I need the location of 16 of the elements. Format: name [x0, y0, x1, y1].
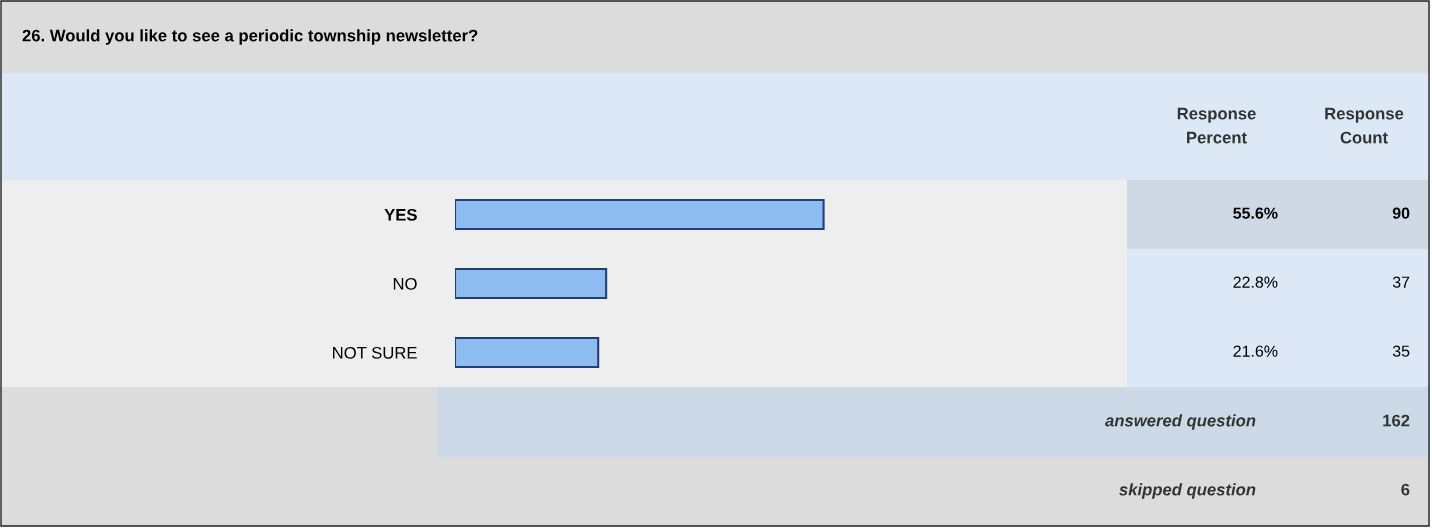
- data-label: 22.8%: [1233, 276, 1278, 288]
- text: Response Percent: [1177, 107, 1256, 144]
- data-label: 21.6%: [1233, 345, 1278, 357]
- text: 37: [1392, 276, 1410, 288]
- text: skipped question: [1119, 483, 1256, 499]
- text: Response Count: [1325, 107, 1404, 144]
- text: 26. Would you like to see a periodic township newsletter?: [22, 29, 478, 45]
- y-tick-label: NOT SURE: [333, 346, 417, 359]
- text: answered question: [1105, 414, 1256, 430]
- text: 6: [1401, 483, 1410, 496]
- text: 35: [1392, 345, 1410, 357]
- text: 90: [1392, 207, 1410, 219]
- text: 162: [1383, 414, 1410, 427]
- y-tick-label: NO: [393, 277, 417, 290]
- y-tick-label: YES: [384, 208, 417, 221]
- data-label: 55.6%: [1233, 207, 1278, 219]
